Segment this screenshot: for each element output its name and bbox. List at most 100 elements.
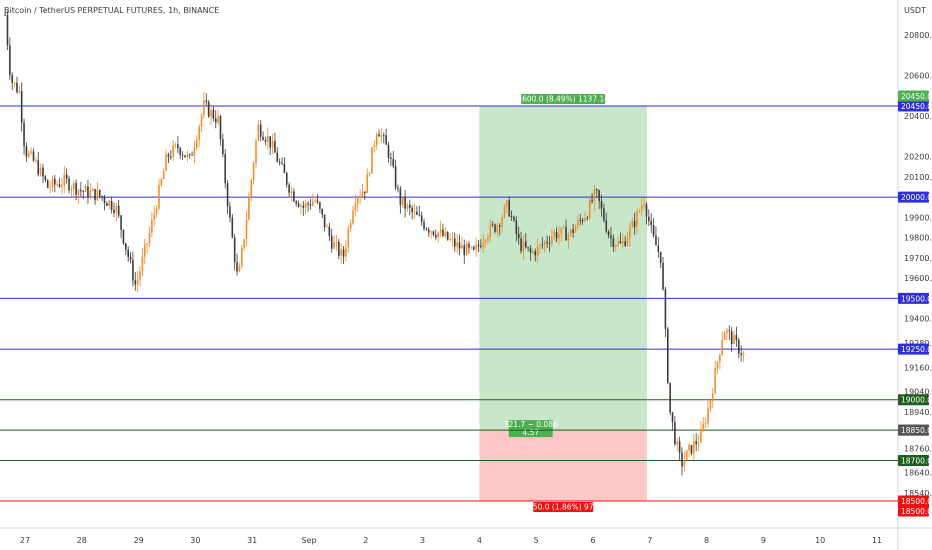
candle-body[interactable] bbox=[494, 224, 496, 232]
candle-body[interactable] bbox=[674, 422, 676, 445]
candle-body[interactable] bbox=[657, 245, 660, 252]
candle-body[interactable] bbox=[387, 144, 390, 158]
candle-body[interactable] bbox=[269, 136, 271, 148]
candle-body[interactable] bbox=[562, 226, 565, 228]
candle-body[interactable] bbox=[394, 166, 397, 188]
candle-body[interactable] bbox=[115, 205, 118, 213]
candle-body[interactable] bbox=[205, 100, 208, 103]
candle-body[interactable] bbox=[262, 136, 264, 140]
candle-body[interactable] bbox=[659, 251, 662, 263]
candle-body[interactable] bbox=[361, 191, 364, 196]
candle-body[interactable] bbox=[524, 241, 527, 248]
candle-body[interactable] bbox=[4, 14, 6, 16]
candle-body[interactable] bbox=[522, 241, 525, 252]
candle-body[interactable] bbox=[520, 238, 522, 252]
candle-body[interactable] bbox=[435, 234, 437, 238]
candle-body[interactable] bbox=[264, 139, 267, 142]
candle-body[interactable] bbox=[295, 201, 298, 204]
candle-body[interactable] bbox=[546, 241, 548, 244]
candle-body[interactable] bbox=[591, 199, 593, 202]
candle-body[interactable] bbox=[406, 204, 409, 209]
candle-body[interactable] bbox=[740, 353, 742, 356]
candle-body[interactable] bbox=[607, 231, 610, 236]
candle-body[interactable] bbox=[655, 235, 657, 246]
candle-body[interactable] bbox=[103, 197, 106, 204]
candle-body[interactable] bbox=[423, 222, 425, 229]
candle-body[interactable] bbox=[169, 156, 172, 158]
candle-body[interactable] bbox=[730, 331, 733, 344]
price-tag-18500.0[interactable]: 18500.0 bbox=[898, 505, 932, 517]
candle-body[interactable] bbox=[598, 190, 600, 202]
candle-body[interactable] bbox=[364, 191, 366, 194]
candle-body[interactable] bbox=[340, 249, 342, 256]
candle-body[interactable] bbox=[181, 154, 184, 156]
candle-body[interactable] bbox=[558, 234, 560, 239]
candle-body[interactable] bbox=[80, 189, 82, 192]
candle-body[interactable] bbox=[572, 229, 574, 233]
candle-body[interactable] bbox=[25, 146, 28, 157]
candle-body[interactable] bbox=[155, 208, 158, 214]
candle-body[interactable] bbox=[257, 124, 260, 141]
candle-body[interactable] bbox=[139, 271, 141, 280]
candle-body[interactable] bbox=[678, 441, 681, 453]
candle-body[interactable] bbox=[314, 200, 316, 202]
candle-body[interactable] bbox=[368, 173, 371, 175]
candle-body[interactable] bbox=[735, 334, 738, 340]
candle-body[interactable] bbox=[543, 241, 546, 246]
candle-body[interactable] bbox=[638, 210, 641, 212]
candle-body[interactable] bbox=[411, 207, 413, 213]
candle-body[interactable] bbox=[643, 204, 645, 206]
candle-body[interactable] bbox=[536, 245, 539, 256]
candle-body[interactable] bbox=[255, 140, 257, 164]
candle-body[interactable] bbox=[640, 205, 643, 211]
candle-body[interactable] bbox=[335, 241, 338, 243]
candle-body[interactable] bbox=[681, 452, 683, 467]
candle-body[interactable] bbox=[20, 90, 23, 123]
candle-body[interactable] bbox=[222, 139, 224, 155]
candle-body[interactable] bbox=[84, 186, 87, 192]
candle-body[interactable] bbox=[352, 210, 354, 224]
level-tag-20000.0[interactable]: 20000.0 bbox=[898, 191, 932, 203]
candle-body[interactable] bbox=[347, 228, 350, 248]
candle-body[interactable] bbox=[302, 205, 305, 208]
candle-body[interactable] bbox=[248, 196, 250, 220]
candle-body[interactable] bbox=[98, 190, 101, 196]
candle-body[interactable] bbox=[162, 170, 165, 180]
candle-body[interactable] bbox=[125, 243, 127, 250]
candle-body[interactable] bbox=[16, 82, 18, 93]
candle-body[interactable] bbox=[489, 224, 492, 237]
candle-body[interactable] bbox=[148, 232, 151, 244]
candle-body[interactable] bbox=[212, 109, 215, 119]
candle-body[interactable] bbox=[565, 226, 567, 241]
candle-body[interactable] bbox=[633, 220, 636, 227]
candle-body[interactable] bbox=[333, 242, 335, 249]
candle-body[interactable] bbox=[63, 174, 66, 186]
candle-body[interactable] bbox=[588, 199, 591, 219]
candle-body[interactable] bbox=[456, 242, 458, 247]
candle-body[interactable] bbox=[444, 231, 447, 236]
price-tag-18850.0[interactable]: 18850.0 bbox=[898, 424, 932, 436]
candle-body[interactable] bbox=[158, 185, 160, 209]
candle-body[interactable] bbox=[11, 74, 14, 83]
candle-body[interactable] bbox=[527, 247, 529, 249]
candle-body[interactable] bbox=[551, 236, 553, 244]
candle-body[interactable] bbox=[430, 231, 432, 233]
candle-body[interactable] bbox=[61, 185, 63, 187]
candle-body[interactable] bbox=[113, 209, 115, 213]
candle-body[interactable] bbox=[622, 241, 624, 244]
candle-body[interactable] bbox=[624, 241, 626, 246]
candle-body[interactable] bbox=[96, 190, 99, 201]
candle-body[interactable] bbox=[442, 229, 444, 236]
candle-body[interactable] bbox=[380, 135, 383, 137]
candle-body[interactable] bbox=[603, 208, 605, 221]
candle-body[interactable] bbox=[9, 45, 11, 75]
candle-body[interactable] bbox=[458, 242, 461, 249]
candle-body[interactable] bbox=[432, 231, 435, 235]
level-tag-18500.0[interactable]: 18500.0 bbox=[898, 495, 932, 507]
candle-body[interactable] bbox=[529, 248, 532, 253]
candle-body[interactable] bbox=[321, 208, 324, 215]
candle-body[interactable] bbox=[338, 241, 340, 256]
candle-body[interactable] bbox=[584, 217, 586, 222]
candle-body[interactable] bbox=[595, 189, 598, 191]
